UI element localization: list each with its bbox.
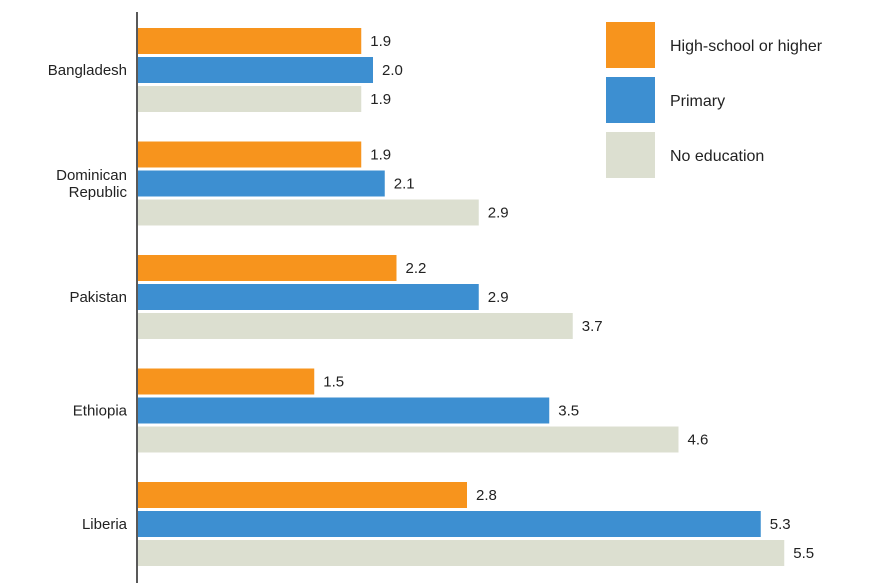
bar-bangladesh-primary bbox=[138, 57, 373, 83]
legend-label-high-school-or-higher: High-school or higher bbox=[670, 38, 823, 55]
category-labels: Bangladesh Dominican Republic Pakistan Ethio… bbox=[48, 62, 128, 533]
value-label-bangladesh-high-school-or-higher: 1.9 bbox=[370, 33, 391, 50]
value-label-pakistan-primary: 2.9 bbox=[488, 289, 509, 306]
bar-pakistan-primary bbox=[138, 284, 479, 310]
value-label-ethiopia-primary: 3.5 bbox=[558, 403, 579, 420]
value-label-dominican-republic-no-education: 2.9 bbox=[488, 205, 509, 222]
category-label-bangladesh: Bangladesh bbox=[48, 62, 127, 79]
value-label-liberia-no-education: 5.5 bbox=[793, 545, 814, 562]
bar-dominican-republic-high-school-or-higher bbox=[138, 141, 362, 168]
legend-label-primary: Primary bbox=[670, 93, 725, 110]
category-label-liberia: Liberia bbox=[82, 516, 128, 533]
legend: High-school or higher Primary No education bbox=[606, 22, 823, 178]
bar-ethiopia-primary bbox=[138, 397, 550, 424]
value-label-pakistan-high-school-or-higher: 2.2 bbox=[406, 260, 427, 277]
value-label-bangladesh-primary: 2.0 bbox=[382, 62, 403, 79]
value-label-liberia-high-school-or-higher: 2.8 bbox=[476, 487, 497, 504]
bars-layer: 1.92.01.91.92.12.92.22.93.71.53.54.62.85… bbox=[138, 28, 814, 566]
value-label-dominican-republic-primary: 2.1 bbox=[394, 176, 415, 193]
value-label-ethiopia-high-school-or-higher: 1.5 bbox=[323, 374, 344, 391]
bar-dominican-republic-no-education bbox=[138, 199, 479, 226]
bar-ethiopia-high-school-or-higher bbox=[138, 368, 315, 395]
bar-pakistan-no-education bbox=[138, 313, 573, 339]
legend-label-no-education: No education bbox=[670, 148, 764, 165]
bar-liberia-no-education bbox=[138, 540, 785, 566]
value-label-ethiopia-no-education: 4.6 bbox=[688, 432, 709, 449]
value-label-bangladesh-no-education: 1.9 bbox=[370, 91, 391, 108]
category-label-dominican-republic: Dominican Republic bbox=[56, 167, 127, 201]
bar-dominican-republic-primary bbox=[138, 170, 385, 197]
legend-swatch-primary bbox=[606, 77, 655, 123]
value-label-liberia-primary: 5.3 bbox=[770, 516, 791, 533]
bar-pakistan-high-school-or-higher bbox=[138, 255, 397, 281]
bar-bangladesh-high-school-or-higher bbox=[138, 28, 362, 54]
bar-liberia-primary bbox=[138, 511, 761, 537]
bar-bangladesh-no-education bbox=[138, 86, 362, 112]
value-label-dominican-republic-high-school-or-higher: 1.9 bbox=[370, 147, 391, 164]
legend-swatch-high-school-or-higher bbox=[606, 22, 655, 68]
value-label-pakistan-no-education: 3.7 bbox=[582, 318, 603, 335]
category-label-ethiopia: Ethiopia bbox=[73, 403, 128, 420]
bar-ethiopia-no-education bbox=[138, 426, 679, 453]
bar-liberia-high-school-or-higher bbox=[138, 482, 467, 508]
category-label-pakistan: Pakistan bbox=[69, 289, 127, 306]
legend-swatch-no-education bbox=[606, 132, 655, 178]
